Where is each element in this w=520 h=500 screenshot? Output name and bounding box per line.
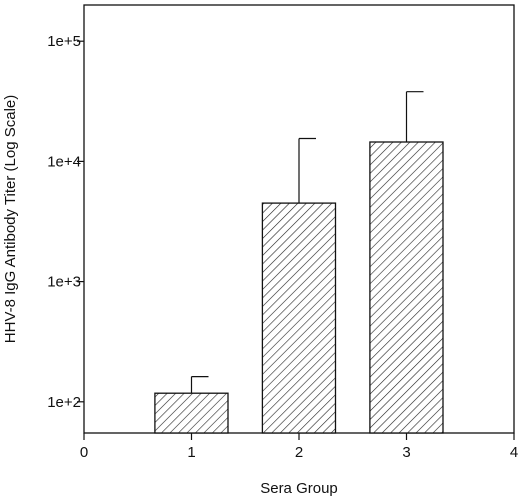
x-axis-label: Sera Group bbox=[260, 480, 338, 497]
x-tick-label: 4 bbox=[510, 444, 518, 461]
bar-group-3 bbox=[369, 141, 444, 434]
y-tick-label: 1e+5 bbox=[47, 33, 81, 50]
x-tick-label: 1 bbox=[187, 444, 195, 461]
y-tick-label: 1e+3 bbox=[47, 274, 81, 291]
bar-group-1 bbox=[154, 392, 229, 434]
y-tick-label: 1e+2 bbox=[47, 394, 81, 411]
y-tick-label: 1e+4 bbox=[47, 153, 81, 170]
x-tick-label: 2 bbox=[295, 444, 303, 461]
x-tick-label: 0 bbox=[80, 444, 88, 461]
x-tick-label: 3 bbox=[402, 444, 410, 461]
y-axis-label: HHV-8 IgG Antibody Titer (Log Scale) bbox=[2, 95, 19, 343]
bar-group-2 bbox=[261, 202, 337, 434]
